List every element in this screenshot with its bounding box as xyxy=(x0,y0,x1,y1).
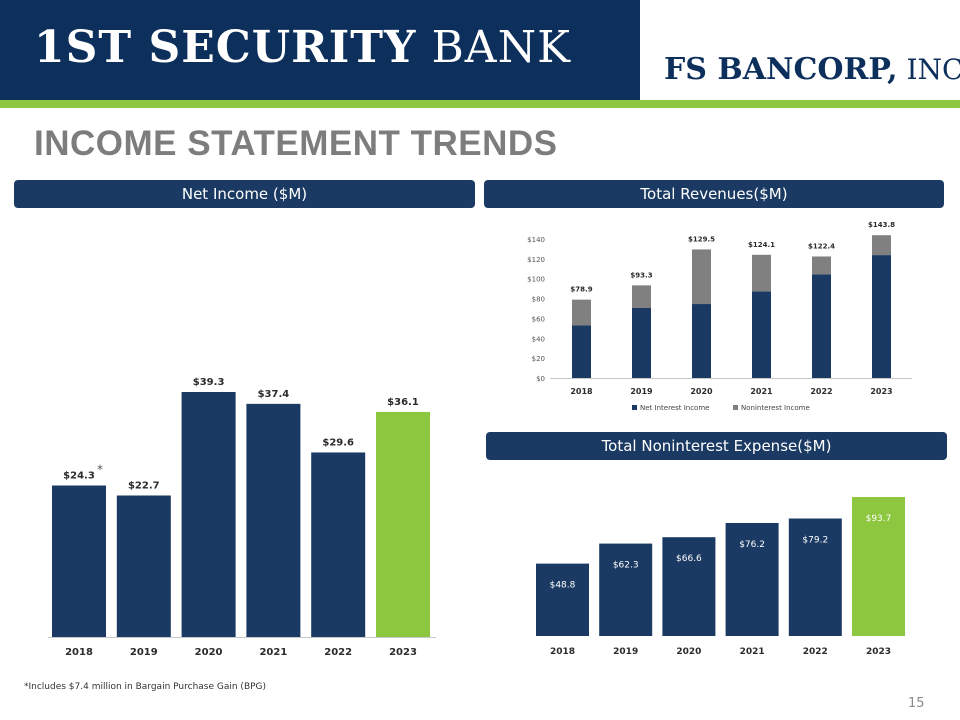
revenues-y-tick-20: $20 xyxy=(532,355,545,363)
revenues-bar-noninterest-2018 xyxy=(572,299,591,326)
net-income-x-tick-2021: 2021 xyxy=(259,647,287,658)
net-income-x-tick-2018: 2018 xyxy=(65,647,93,658)
expense-value-label-2021: $76.2 xyxy=(739,540,765,550)
noninterest-expense-chart-title: Total Noninterest Expense($M) xyxy=(486,432,947,460)
revenues-bar-net-interest-2023 xyxy=(872,255,891,378)
page-number: 15 xyxy=(908,696,925,711)
net-income-bar-2022 xyxy=(311,452,366,637)
fs-bancorp-logo: FS BANCORP, INC. xyxy=(664,52,960,87)
net-income-bar-2021 xyxy=(246,403,301,637)
revenues-bar-net-interest-2019 xyxy=(632,308,651,378)
revenues-bar-net-interest-2018 xyxy=(572,325,591,378)
expense-bar-2020 xyxy=(662,537,716,636)
revenues-total-label-2023: $143.8 xyxy=(868,221,895,229)
revenues-total-label-2020: $129.5 xyxy=(688,235,715,243)
expense-bar-2019 xyxy=(599,543,653,636)
expense-value-label-2020: $66.6 xyxy=(676,554,702,564)
net-income-x-tick-2022: 2022 xyxy=(324,647,352,658)
net-income-bar-2019 xyxy=(116,495,171,637)
net-income-value-label-2022: $29.6 xyxy=(322,437,354,448)
footnote: *Includes $7.4 million in Bargain Purcha… xyxy=(24,682,267,692)
revenues-legend-label-net-interest: Net Interest Income xyxy=(640,404,709,412)
net-income-x-tick-2020: 2020 xyxy=(195,647,223,658)
expense-bar-2022 xyxy=(788,518,842,636)
net-income-value-label-2021: $37.4 xyxy=(258,389,290,400)
net-income-bar-2020 xyxy=(181,392,236,637)
revenues-x-tick-2021: 2021 xyxy=(750,387,773,396)
revenues-x-tick-2020: 2020 xyxy=(690,387,713,396)
header-logo-area xyxy=(640,0,960,100)
first-security-bank-logo: 1ST SECURITY BANK xyxy=(34,22,571,73)
expense-x-tick-2019: 2019 xyxy=(613,647,638,657)
net-income-value-label-2018: $24.3 xyxy=(63,471,95,482)
revenues-legend-swatch-noninterest xyxy=(733,405,738,410)
expense-value-label-2019: $62.3 xyxy=(613,561,639,571)
expense-value-label-2022: $79.2 xyxy=(802,536,828,546)
revenues-bar-noninterest-2021 xyxy=(752,254,771,292)
header-divider xyxy=(0,100,960,108)
revenues-y-tick-40: $40 xyxy=(532,335,545,343)
net-income-bar-2018 xyxy=(52,485,106,637)
revenues-x-tick-2023: 2023 xyxy=(870,387,892,396)
revenues-x-tick-2019: 2019 xyxy=(630,387,653,396)
revenues-y-tick-120: $120 xyxy=(527,256,545,264)
revenues-y-tick-80: $80 xyxy=(532,296,545,304)
revenues-bar-noninterest-2023 xyxy=(872,235,891,256)
revenues-x-tick-2018: 2018 xyxy=(570,387,593,396)
expense-x-tick-2022: 2022 xyxy=(803,647,828,657)
expense-bar-2021 xyxy=(725,522,779,636)
revenues-y-tick-140: $140 xyxy=(527,236,545,244)
total-revenues-chart-title: Total Revenues($M) xyxy=(484,180,944,208)
revenues-bar-net-interest-2021 xyxy=(752,291,771,378)
expense-x-tick-2020: 2020 xyxy=(676,647,701,657)
revenues-bar-net-interest-2020 xyxy=(692,304,711,378)
net-income-value-label-2023: $36.1 xyxy=(387,397,419,408)
expense-value-label-2023: $93.7 xyxy=(866,514,892,524)
expense-bar-2018 xyxy=(536,563,589,636)
revenues-y-tick-100: $100 xyxy=(527,276,545,284)
revenues-total-label-2022: $122.4 xyxy=(808,242,835,250)
revenues-y-tick-60: $60 xyxy=(532,315,545,323)
revenues-total-label-2018: $78.9 xyxy=(570,286,592,294)
revenues-y-tick-0: $0 xyxy=(536,375,545,383)
net-income-x-tick-2019: 2019 xyxy=(130,647,158,658)
revenues-legend-swatch-net-interest xyxy=(632,405,637,410)
revenues-x-tick-2022: 2022 xyxy=(810,387,832,396)
revenues-bar-noninterest-2019 xyxy=(632,285,651,309)
expense-x-tick-2018: 2018 xyxy=(550,647,575,657)
expense-x-tick-2023: 2023 xyxy=(866,647,891,657)
header-banner xyxy=(0,0,640,100)
net-income-bar-2023 xyxy=(376,411,430,637)
expense-bar-2023 xyxy=(852,497,905,636)
revenues-total-label-2021: $124.1 xyxy=(748,241,775,249)
revenues-total-label-2019: $93.3 xyxy=(630,271,652,279)
expense-x-tick-2021: 2021 xyxy=(740,647,765,657)
net-income-value-label-2019: $22.7 xyxy=(128,480,160,491)
revenues-legend-label-noninterest: Noninterest Income xyxy=(741,404,810,412)
net-income-chart-title: Net Income ($M) xyxy=(14,180,475,208)
page-title: INCOME STATEMENT TRENDS xyxy=(34,124,558,163)
revenues-bar-net-interest-2022 xyxy=(812,274,831,378)
revenues-bar-noninterest-2020 xyxy=(692,249,711,305)
net-income-value-label-2020: $39.3 xyxy=(193,377,225,388)
expense-value-label-2018: $48.8 xyxy=(550,581,576,591)
net-income-x-tick-2023: 2023 xyxy=(389,647,417,658)
revenues-bar-noninterest-2022 xyxy=(812,256,831,275)
net-income-annotation-asterisk: * xyxy=(97,463,103,477)
